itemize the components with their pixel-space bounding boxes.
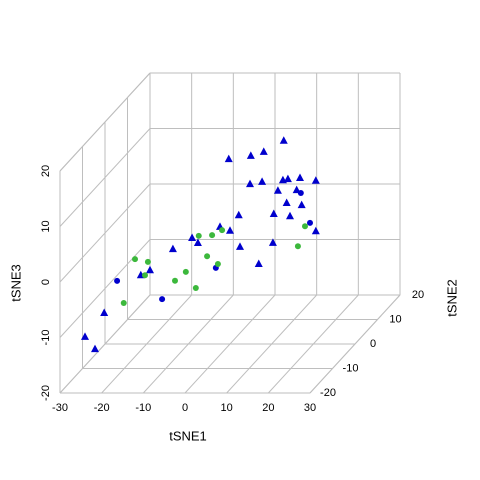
point bbox=[142, 272, 148, 279]
point bbox=[114, 277, 121, 284]
z-tick-label: 10 bbox=[40, 220, 52, 232]
point bbox=[193, 238, 202, 247]
point bbox=[259, 147, 268, 155]
point bbox=[246, 151, 255, 159]
point bbox=[182, 268, 189, 275]
y-axis-title: tSNE2 bbox=[444, 279, 459, 317]
point bbox=[195, 232, 202, 239]
point bbox=[246, 179, 254, 188]
point bbox=[236, 242, 244, 250]
z-tick-label: -20 bbox=[40, 385, 52, 401]
point bbox=[81, 332, 89, 340]
y-tick-label: -10 bbox=[343, 362, 359, 374]
point bbox=[188, 233, 197, 242]
z-tick-label: 0 bbox=[40, 279, 52, 285]
x-tick-label: 0 bbox=[182, 402, 188, 414]
point bbox=[132, 256, 138, 263]
point bbox=[100, 308, 109, 317]
point bbox=[226, 226, 234, 234]
point bbox=[234, 210, 243, 219]
point bbox=[168, 244, 177, 253]
y-tick-label: 10 bbox=[389, 313, 401, 325]
x-tick-label: -10 bbox=[135, 402, 151, 414]
point bbox=[144, 258, 151, 265]
point bbox=[311, 226, 320, 235]
point bbox=[172, 277, 178, 284]
point bbox=[269, 209, 278, 218]
point bbox=[283, 174, 292, 183]
point bbox=[254, 259, 263, 268]
point bbox=[268, 238, 277, 246]
point bbox=[286, 211, 294, 220]
x-tick-label: 10 bbox=[221, 402, 233, 414]
side-grid-line bbox=[59, 128, 151, 227]
point bbox=[297, 189, 304, 196]
point bbox=[224, 154, 233, 163]
point bbox=[159, 296, 166, 303]
point bbox=[192, 284, 199, 291]
point bbox=[120, 300, 127, 307]
x-axis-title: tSNE1 bbox=[169, 428, 207, 443]
z-axis-title: tSNE3 bbox=[8, 264, 23, 302]
side-grid-line bbox=[59, 183, 151, 283]
y-tick-label: 20 bbox=[412, 289, 424, 301]
z-tick-label: 20 bbox=[40, 165, 52, 177]
point bbox=[204, 253, 211, 260]
point bbox=[146, 265, 154, 274]
y-tick-label: 0 bbox=[370, 338, 376, 350]
point bbox=[91, 344, 99, 353]
z-tick-label: -10 bbox=[40, 330, 52, 346]
side-grid-line bbox=[59, 239, 151, 338]
point bbox=[297, 200, 306, 209]
side-grid-line bbox=[59, 72, 151, 172]
point bbox=[307, 219, 313, 226]
point bbox=[209, 232, 216, 239]
x-tick-label: 30 bbox=[304, 402, 316, 414]
x-tick-label: -20 bbox=[94, 402, 110, 414]
side-grid-line bbox=[59, 294, 151, 394]
point bbox=[273, 186, 282, 194]
point bbox=[302, 223, 308, 230]
x-tick-label: 20 bbox=[262, 402, 274, 414]
point bbox=[282, 198, 291, 206]
point bbox=[311, 176, 320, 184]
y-tick-label: -20 bbox=[320, 387, 336, 399]
point bbox=[296, 173, 304, 181]
point bbox=[219, 227, 226, 234]
point bbox=[258, 177, 267, 185]
x-tick-label: -30 bbox=[52, 402, 68, 414]
point bbox=[279, 136, 288, 144]
point bbox=[294, 243, 301, 250]
point bbox=[214, 261, 221, 268]
